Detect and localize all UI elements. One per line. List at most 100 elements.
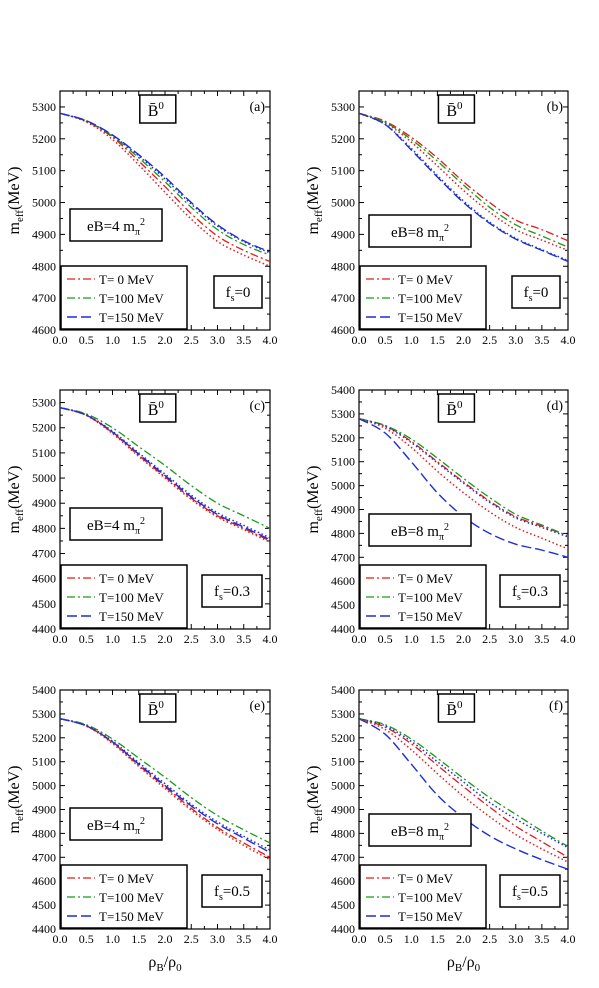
y-tick-label: 5100: [331, 755, 355, 769]
panel-label: (f): [549, 699, 563, 714]
particle-label: B̄0: [148, 100, 165, 120]
series-line: [359, 418, 568, 537]
y-tick-label: 4900: [331, 227, 355, 241]
x-tick-label: 1.5: [430, 632, 445, 646]
eB-label-box: [368, 513, 472, 547]
y-tick-label: 5200: [331, 431, 355, 445]
y-tick-label: 5400: [331, 683, 355, 697]
particle-label-box: [437, 393, 476, 423]
x-tick-label: 4.0: [561, 333, 576, 347]
x-tick-label: 1.5: [131, 333, 146, 347]
y-tick-label: 4800: [32, 259, 56, 273]
panel-label: (c): [249, 399, 265, 414]
series-line: [60, 406, 270, 539]
legend-label: T=150 MeV: [398, 909, 463, 924]
eB-label: eB=8 mπ2: [391, 522, 449, 543]
y-tick-label: 5100: [331, 164, 355, 178]
x-tick-label: 4.0: [561, 932, 576, 946]
legend-label: T=150 MeV: [398, 609, 463, 624]
fs-label-box: [499, 874, 561, 908]
y-tick-label: 4600: [331, 574, 355, 588]
particle-label: B̄0: [446, 100, 463, 120]
series-line: [60, 717, 270, 861]
series-line: [359, 112, 568, 242]
y-tick-label: 4500: [32, 597, 56, 611]
y-tick-label: 4800: [32, 826, 56, 840]
x-tick-label: 2.5: [482, 932, 497, 946]
x-tick-label: 2.0: [158, 932, 173, 946]
x-tick-label: 0.0: [53, 632, 68, 646]
y-tick-label: 5200: [32, 731, 56, 745]
particle-label-box: [139, 94, 177, 124]
fs-label: fs=0: [226, 285, 251, 304]
chart-panel: 0.0 0.5 1.0 1.5 2.0 2.5 3.0 3.5 4.0 4600 4700 4800 4…: [305, 90, 576, 347]
x-tick-label: 0.0: [352, 632, 367, 646]
x-tick-label: 0.5: [79, 932, 94, 946]
x-tick-label: 2.0: [456, 333, 471, 347]
y-tick-label: 4500: [32, 898, 56, 912]
series-line: [359, 112, 568, 248]
x-tick-label: 3.5: [534, 932, 549, 946]
x-tick-label: 1.0: [105, 632, 120, 646]
eB-label-box: [368, 214, 472, 248]
x-tick-label: 0.5: [378, 932, 393, 946]
x-tick-label: 2.0: [456, 632, 471, 646]
particle-label-box: [139, 393, 177, 423]
y-tick-label: 4900: [32, 227, 56, 241]
series-line: [359, 717, 568, 849]
x-tick-label: 0.0: [53, 932, 68, 946]
x-tick-label: 2.0: [158, 333, 173, 347]
legend-label: T=150 MeV: [99, 310, 164, 325]
y-tick-label: 5200: [331, 132, 355, 146]
eB-label: eB=8 mπ2: [391, 223, 449, 244]
y-tick-label: 5300: [32, 707, 56, 721]
x-tick-label: 3.5: [236, 333, 251, 347]
x-tick-label: 0.5: [378, 333, 393, 347]
y-tick-label: 4800: [331, 526, 355, 540]
y-tick-label: 4700: [32, 291, 56, 305]
legend-box: [60, 564, 188, 629]
series-line: [359, 417, 568, 538]
y-tick-label: 5000: [32, 779, 56, 793]
y-tick-label: 5300: [331, 707, 355, 721]
legend-label: T=100 MeV: [99, 291, 164, 306]
y-tick-label: 4400: [32, 622, 56, 636]
eB-label: eB=8 mπ2: [391, 822, 449, 843]
curves: [60, 717, 270, 861]
x-tick-label: 1.0: [404, 333, 419, 347]
panel-label: (b): [547, 100, 564, 115]
legend-label: T=100 MeV: [398, 590, 463, 605]
legend-label: T= 0 MeV: [99, 272, 155, 287]
eB-label: eB=4 mπ2: [87, 516, 145, 537]
y-tick-label: 5100: [32, 164, 56, 178]
x-axis-label: ρB/ρ0: [148, 954, 182, 974]
y-tick-label: 4400: [32, 922, 56, 936]
x-tick-label: 1.0: [105, 932, 120, 946]
y-tick-label: 4600: [32, 874, 56, 888]
series-line: [60, 718, 270, 844]
fs-label: fs=0.5: [214, 884, 250, 903]
y-tick-label: 5300: [331, 407, 355, 421]
legend-box: [60, 864, 188, 929]
y-tick-label: 4700: [331, 550, 355, 564]
x-tick-label: 3.0: [210, 632, 225, 646]
legend-box: [359, 564, 487, 629]
y-axis-label: meff(MeV): [6, 166, 26, 234]
x-tick-label: 1.5: [430, 333, 445, 347]
y-tick-label: 5100: [331, 455, 355, 469]
legend-label: T= 0 MeV: [398, 871, 454, 886]
y-tick-label: 4900: [32, 803, 56, 817]
x-axis-label: ρB/ρ0: [447, 954, 481, 974]
y-tick-label: 5300: [331, 100, 355, 114]
x-tick-label: 2.0: [158, 632, 173, 646]
series-line: [359, 718, 568, 858]
x-tick-label: 4.0: [263, 932, 278, 946]
eB-label-box: [69, 208, 163, 242]
series-line: [359, 418, 568, 537]
x-tick-label: 1.5: [430, 932, 445, 946]
curves: [60, 112, 270, 267]
series-line: [60, 717, 270, 851]
y-tick-label: 5400: [32, 683, 56, 697]
chart-panel: 0.0 0.5 1.0 1.5 2.0 2.5 3.0 3.5 4.0 4400 4500 4600 4…: [6, 389, 278, 646]
